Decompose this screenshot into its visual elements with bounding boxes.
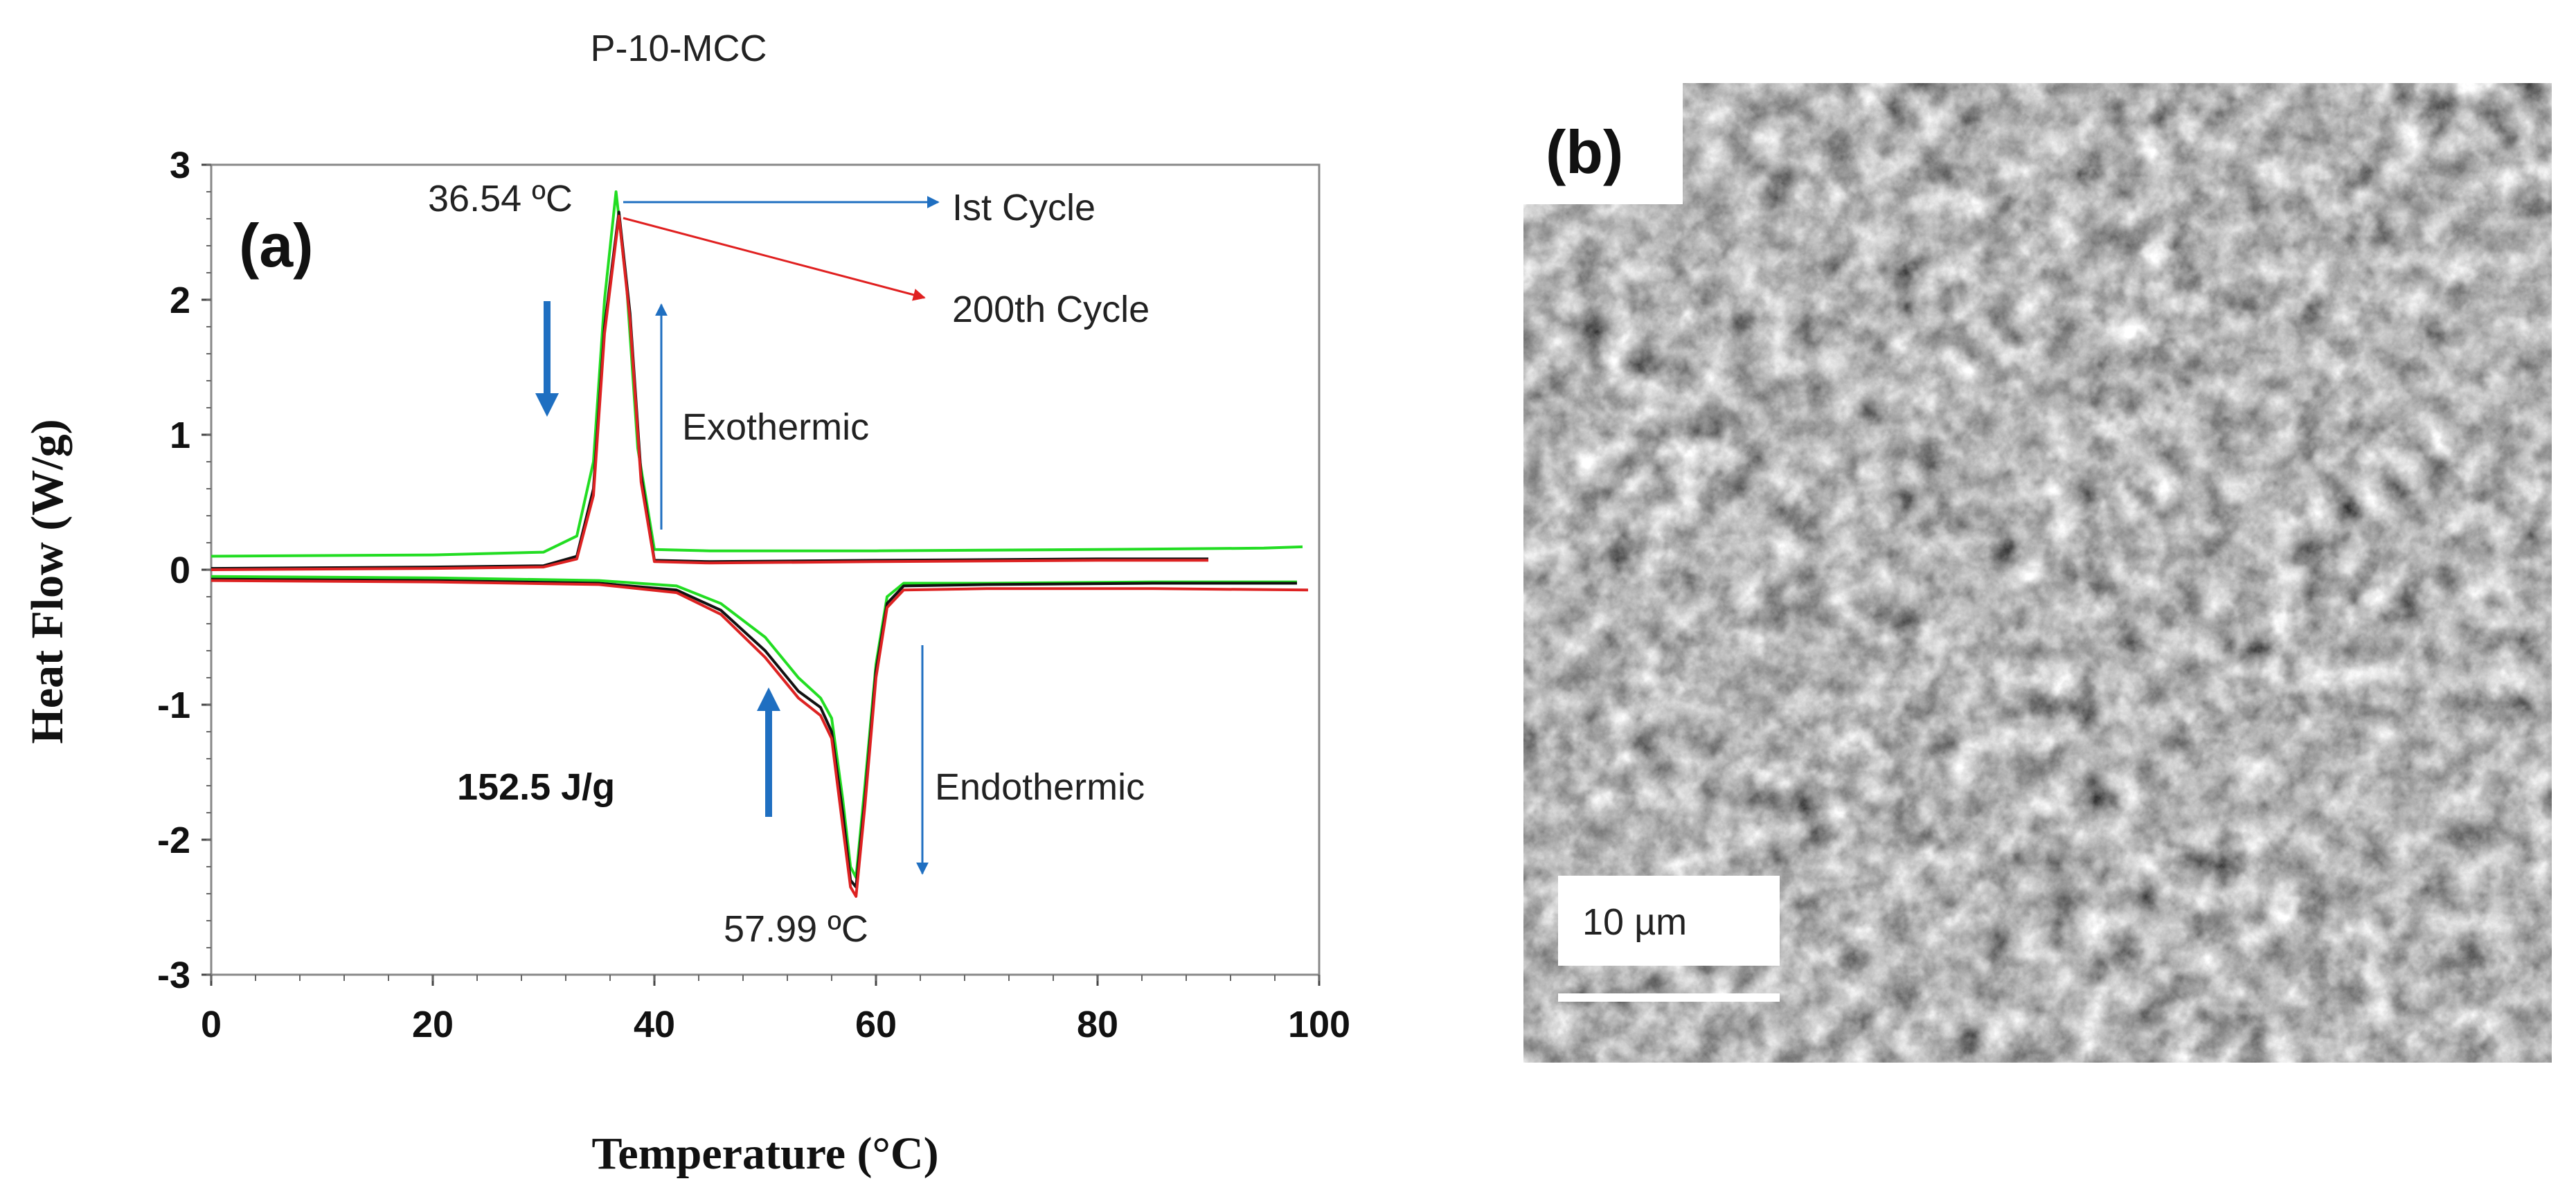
first-cycle-label: Ist Cycle	[952, 187, 1095, 228]
y-tick-label: -2	[157, 820, 190, 861]
scale-bar-label: 10 µm	[1582, 901, 1687, 943]
series-line-4	[211, 577, 1297, 889]
endothermic-label: Endothermic	[935, 766, 1145, 808]
series-layer	[211, 190, 1309, 898]
x-tick-label: 0	[201, 1004, 222, 1045]
sem-image: (b) 10 µm	[1523, 83, 2552, 1063]
chart-title: P-10-MCC	[590, 28, 767, 69]
y-tick-label: 1	[170, 415, 190, 456]
enthalpy-label: 152.5 J/g	[457, 766, 615, 808]
x-tick-label: 40	[634, 1004, 675, 1045]
endo-peak-label: 57.99 ºC	[724, 908, 868, 950]
cycle-200-arrow	[623, 217, 926, 301]
y-axis: 3 2 1 0 -1 -2 -3	[157, 145, 211, 996]
y-axis-title: Heat Flow (W/g)	[22, 419, 73, 743]
y-tick-label: 2	[170, 280, 190, 321]
series-line-5	[211, 579, 1309, 898]
x-axis: 0 20 40 60 80 100	[201, 975, 1350, 1045]
panel-a-label: (a)	[239, 211, 314, 280]
exothermic-label: Exothermic	[682, 406, 869, 448]
x-tick-label: 60	[855, 1004, 897, 1045]
y-tick-label: 0	[170, 550, 190, 591]
scale-bar-label-box	[1558, 876, 1780, 966]
y-tick-label: -3	[157, 955, 190, 996]
y-tick-label: -1	[157, 685, 190, 726]
x-tick-label: 20	[412, 1004, 454, 1045]
dsc-chart: P-10-MCC 3 2 1 0 -1 -2 -3 0 20 40 60 80 100 Tempera…	[22, 28, 1350, 1179]
series-line-3	[211, 575, 1297, 879]
x-tick-label: 80	[1077, 1004, 1118, 1045]
x-tick-label: 100	[1288, 1004, 1350, 1045]
y-tick-label: 3	[170, 145, 190, 186]
exo-peak-label: 36.54 ºC	[428, 178, 573, 219]
series-line-2	[211, 215, 1208, 571]
panel-b-label: (b)	[1546, 118, 1623, 186]
panel-b-label-box	[1523, 83, 1683, 204]
x-axis-title: Temperature (°C)	[591, 1128, 938, 1179]
scale-bar	[1558, 993, 1780, 1002]
cycle-200-label: 200th Cycle	[952, 289, 1150, 330]
